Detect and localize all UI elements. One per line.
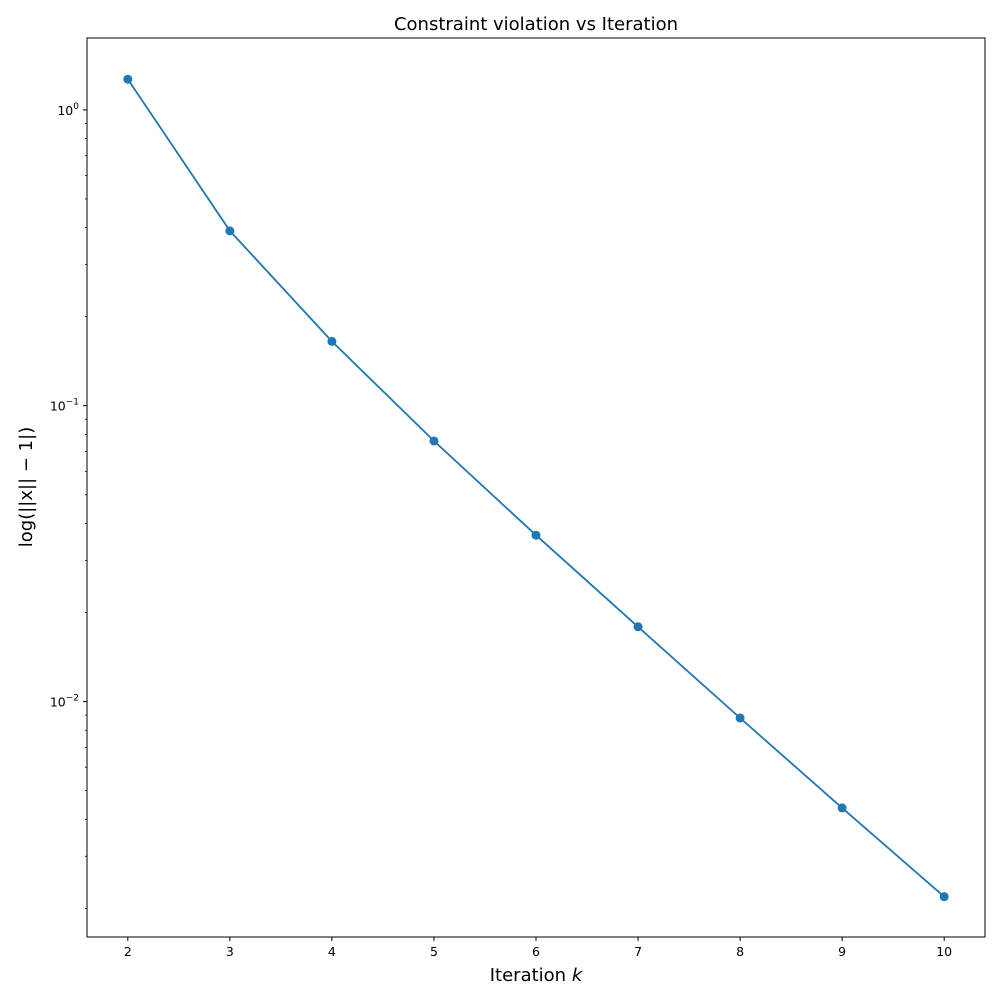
series-group bbox=[123, 74, 949, 902]
x-tick-label: 5 bbox=[430, 944, 438, 959]
x-tick-label: 2 bbox=[124, 944, 132, 959]
y-tick-exponent: −2 bbox=[66, 694, 79, 704]
y-tick-base: 10 bbox=[50, 399, 66, 414]
x-tick-label: 3 bbox=[226, 944, 234, 959]
data-point bbox=[939, 892, 949, 902]
y-tick-exponent: 0 bbox=[73, 102, 79, 112]
y-tick-base: 10 bbox=[50, 695, 66, 710]
x-tick-label: 8 bbox=[736, 944, 744, 959]
x-tick-label: 4 bbox=[328, 944, 336, 959]
x-axis-label-var: k bbox=[572, 965, 584, 986]
y-tick-base: 10 bbox=[57, 103, 73, 118]
data-point bbox=[327, 336, 337, 346]
plot-frame bbox=[86, 37, 986, 938]
data-point bbox=[429, 436, 439, 446]
x-axis-label-text: Iteration bbox=[490, 965, 572, 986]
x-axis-label: Iteration k bbox=[490, 965, 584, 986]
y-tick-label: 10−1 bbox=[50, 398, 79, 414]
x-tick-label: 10 bbox=[936, 944, 952, 959]
y-tick-exponent: −1 bbox=[66, 398, 79, 408]
y-tick-label: 100 bbox=[57, 102, 79, 118]
data-point bbox=[123, 74, 133, 84]
chart-title: Constraint violation vs Iteration bbox=[394, 14, 678, 35]
data-point bbox=[531, 530, 541, 540]
y-tick-label: 10−2 bbox=[50, 694, 79, 710]
x-tick-label: 6 bbox=[532, 944, 540, 959]
data-point bbox=[225, 226, 235, 236]
data-point bbox=[735, 713, 745, 723]
y-axis-label: log(||x|| − 1|) bbox=[16, 427, 37, 547]
data-point bbox=[837, 803, 847, 813]
x-tick-label: 7 bbox=[634, 944, 642, 959]
data-point bbox=[633, 622, 643, 632]
series-line bbox=[127, 78, 945, 898]
x-axis: 2 3 4 5 6 7 8 9 10 bbox=[124, 937, 952, 959]
x-tick-label: 9 bbox=[838, 944, 846, 959]
